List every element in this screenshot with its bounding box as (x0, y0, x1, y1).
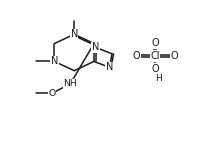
Text: Cl: Cl (150, 51, 160, 61)
Text: NH: NH (63, 79, 77, 88)
Text: N: N (51, 56, 58, 66)
Text: O: O (132, 51, 140, 61)
Text: O: O (151, 64, 159, 74)
Text: O: O (48, 89, 56, 98)
Text: H: H (155, 74, 162, 83)
Text: O: O (170, 51, 178, 61)
Text: N: N (71, 29, 78, 39)
Text: N: N (92, 42, 99, 52)
Text: N: N (106, 62, 113, 72)
Text: O: O (151, 38, 159, 48)
